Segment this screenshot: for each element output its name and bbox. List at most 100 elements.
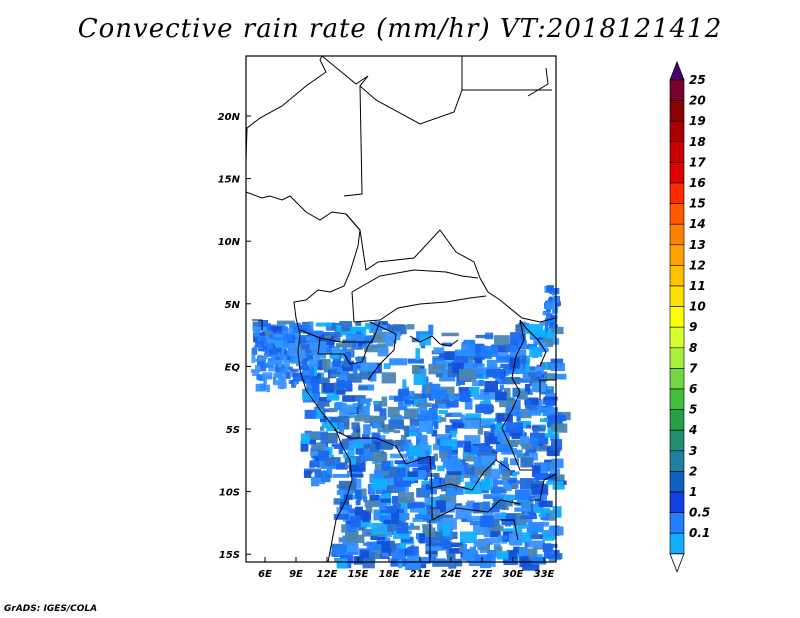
rain-cell: [540, 463, 548, 471]
colorbar-segment: [669, 450, 685, 472]
rain-cell: [399, 439, 412, 452]
rain-cell: [477, 446, 493, 452]
rain-cell: [454, 558, 463, 567]
rain-cell: [257, 354, 263, 361]
rain-cell: [484, 433, 501, 445]
rain-cell: [393, 478, 412, 487]
rain-cell: [493, 499, 506, 510]
rain-cell: [449, 419, 463, 423]
rain-cell: [484, 468, 501, 480]
rain-cell: [504, 479, 518, 490]
rain-cell: [285, 343, 290, 349]
rain-cell: [497, 432, 510, 442]
rain-cell: [459, 531, 477, 543]
rain-cell: [474, 356, 482, 364]
rain-cell: [501, 535, 508, 540]
rain-cell: [443, 517, 457, 530]
rain-cell: [482, 501, 491, 512]
rain-cell: [437, 402, 447, 409]
rain-cell: [464, 486, 482, 495]
rain-cell: [534, 472, 548, 481]
rain-cell: [455, 442, 463, 448]
rain-cell: [425, 384, 431, 394]
rain-cell: [359, 369, 372, 380]
rain-cell: [272, 352, 281, 358]
rain-cell: [358, 450, 374, 462]
rain-cell: [376, 525, 385, 531]
rain-cell: [462, 543, 468, 556]
rain-cell: [487, 525, 504, 532]
rain-cell: [322, 359, 331, 371]
rain-cell: [497, 480, 506, 485]
colorbar-label: 5: [689, 403, 697, 417]
rain-cell: [513, 524, 523, 536]
rain-cell: [452, 361, 461, 374]
rain-cell: [346, 523, 356, 536]
colorbar-label: 13: [689, 238, 706, 252]
rain-cell: [262, 343, 274, 352]
rain-cell: [308, 436, 317, 445]
rain-cell: [418, 420, 432, 433]
colorbar-segment: [669, 182, 685, 204]
rain-cell: [545, 302, 553, 310]
rain-cell: [528, 521, 544, 532]
rain-cell: [381, 552, 389, 557]
rain-cell: [355, 356, 362, 361]
rain-cell: [326, 322, 336, 331]
rain-cell: [420, 434, 428, 446]
rain-cell: [434, 538, 448, 546]
lon-tick-label: 30E: [503, 569, 524, 580]
country-borders: [245, 55, 557, 563]
rain-cell: [354, 478, 362, 489]
rain-cell: [516, 453, 527, 459]
rain-cell: [483, 424, 495, 429]
rain-cell: [512, 387, 521, 397]
rain-cell: [402, 379, 407, 390]
rain-cell: [402, 425, 417, 431]
colorbar-segment: [669, 409, 685, 431]
rain-cell: [547, 425, 553, 437]
rain-cell: [496, 356, 513, 363]
rain-cell: [503, 364, 509, 370]
rain-cell: [433, 421, 439, 429]
rain-cell: [490, 559, 496, 567]
rain-cell: [550, 322, 556, 327]
rain-cell: [354, 414, 365, 422]
rain-cell: [495, 352, 509, 361]
rain-cell: [381, 372, 396, 384]
rain-cell: [408, 445, 426, 457]
rain-cell: [283, 348, 287, 355]
rain-cell: [365, 335, 373, 344]
rain-cell: [302, 359, 308, 367]
rain-cell: [343, 504, 352, 511]
rain-cell: [425, 546, 442, 551]
rain-cell: [528, 372, 543, 377]
colorbar-label: 2: [689, 464, 697, 478]
rain-cell: [549, 468, 561, 475]
rain-cell: [481, 455, 496, 466]
rain-cell: [503, 494, 520, 501]
rain-cell: [384, 466, 398, 478]
rain-cell: [525, 363, 530, 372]
rain-cell: [339, 408, 355, 419]
rain-cell: [355, 500, 361, 506]
rain-cell: [350, 473, 364, 478]
rain-cell: [515, 324, 531, 333]
lat-tick-label: 5N: [225, 300, 241, 311]
rain-cell: [338, 375, 355, 380]
rain-cell: [433, 472, 440, 480]
rain-cell: [448, 559, 457, 569]
rain-cell: [383, 519, 399, 525]
rain-cell: [276, 320, 295, 325]
rain-cell: [345, 334, 364, 343]
rain-cell: [251, 354, 256, 363]
lon-tick-label: 12E: [317, 569, 338, 580]
rain-cell: [492, 450, 498, 454]
rain-cell: [477, 343, 483, 350]
rain-cell: [389, 324, 407, 335]
rain-cell: [464, 435, 481, 445]
rain-cell: [440, 386, 455, 398]
rain-cell: [446, 487, 455, 497]
rain-cell: [296, 361, 302, 367]
rain-cell: [370, 322, 383, 332]
